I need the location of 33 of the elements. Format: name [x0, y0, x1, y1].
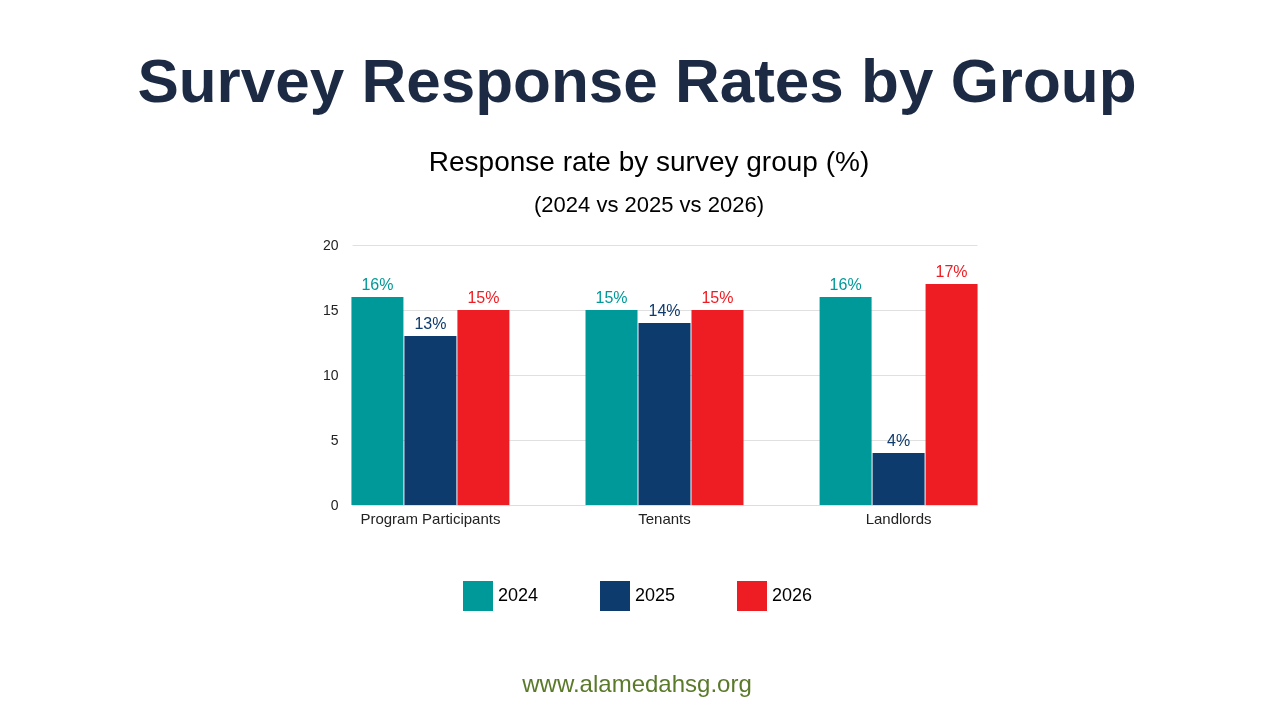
data-label: 15% — [595, 289, 628, 306]
data-label: 16% — [829, 276, 862, 293]
legend-label: 2025 — [635, 585, 676, 605]
data-label: 15% — [467, 289, 500, 306]
y-tick-label: 10 — [322, 366, 339, 383]
data-label: 16% — [361, 276, 394, 293]
data-label: 15% — [701, 289, 734, 306]
text: (2024 vs 2025 vs 2026) — [534, 192, 764, 217]
legend-label: 2026 — [772, 585, 813, 605]
data-label: 4% — [887, 432, 911, 449]
bar — [585, 310, 638, 505]
bar — [872, 453, 925, 505]
data-label: 13% — [414, 315, 447, 332]
y-tick-label: 20 — [322, 236, 339, 253]
bar — [691, 310, 744, 505]
chart-subtitle: Response rate by survey group (%) — [428, 146, 870, 177]
x-tick-label: Landlords — [865, 509, 932, 527]
x-tick-label: Tenants — [638, 509, 691, 527]
chart-title: Survey Response Rates by Group — [137, 46, 1137, 115]
x-tick-label: Program Participants — [360, 509, 501, 527]
bar — [351, 297, 404, 505]
text: www.alamedahsg.org — [521, 670, 752, 697]
y-tick-label: 15 — [322, 301, 339, 318]
bar — [925, 284, 978, 505]
bar — [457, 310, 510, 505]
legend-label: 2024 — [498, 585, 539, 605]
y-tick-label: 0 — [330, 496, 339, 513]
bar — [404, 336, 457, 505]
bar — [638, 323, 691, 505]
data-label: 17% — [935, 263, 968, 280]
bar — [819, 297, 872, 505]
y-tick-label: 5 — [330, 431, 339, 448]
data-label: 14% — [648, 302, 681, 319]
